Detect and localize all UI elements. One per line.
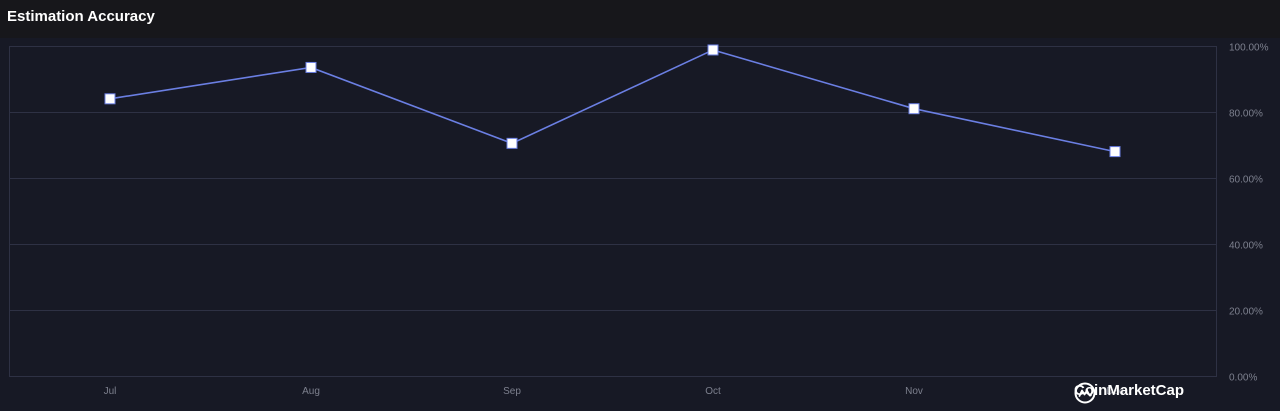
- chart-title: Estimation Accuracy: [7, 8, 155, 25]
- chart-area: 0.00% 20.00% 40.00% 60.00% 80.00% 100.00% Jul…: [0, 38, 1280, 411]
- x-tick-label: Dec: [1106, 386, 1124, 397]
- y-axis-ticks: 0.00% 20.00% 40.00% 60.00% 80.00% 100.00%: [1229, 43, 1269, 384]
- y-tick-label: 20.00%: [1229, 307, 1263, 318]
- x-tick-label: Sep: [503, 386, 521, 397]
- coinmarketcap-logo-icon: [1074, 382, 1096, 404]
- x-tick-label: Oct: [705, 386, 721, 397]
- x-tick-label: Jul: [104, 386, 117, 397]
- watermark-label: CoinMarketCap: [1074, 382, 1185, 399]
- y-tick-label: 80.00%: [1229, 109, 1263, 120]
- series-line-path: [109, 49, 1116, 153]
- x-tick-label: Nov: [905, 386, 923, 397]
- data-point-marker[interactable]: [506, 137, 518, 149]
- series-line: [109, 49, 1116, 153]
- data-point-marker[interactable]: [908, 103, 920, 115]
- y-tick-label: 60.00%: [1229, 175, 1263, 186]
- data-point-marker[interactable]: [305, 61, 317, 73]
- data-point-marker[interactable]: [707, 44, 719, 56]
- y-tick-label: 0.00%: [1229, 373, 1257, 384]
- data-point-marker[interactable]: [104, 93, 116, 105]
- chart-header: Estimation Accuracy: [0, 0, 1280, 38]
- y-tick-label: 40.00%: [1229, 241, 1263, 252]
- x-axis-ticks: Jul Aug Sep Oct Nov Dec: [104, 386, 1124, 397]
- x-tick-label: Aug: [302, 386, 320, 397]
- series-markers: [104, 44, 1121, 158]
- y-tick-label: 100.00%: [1229, 43, 1269, 54]
- coinmarketcap-watermark: CoinMarketCap: [1074, 382, 1185, 404]
- grid-lines: [9, 46, 1217, 377]
- line-chart: 0.00% 20.00% 40.00% 60.00% 80.00% 100.00% Jul…: [9, 43, 1269, 397]
- data-point-marker[interactable]: [1109, 146, 1121, 158]
